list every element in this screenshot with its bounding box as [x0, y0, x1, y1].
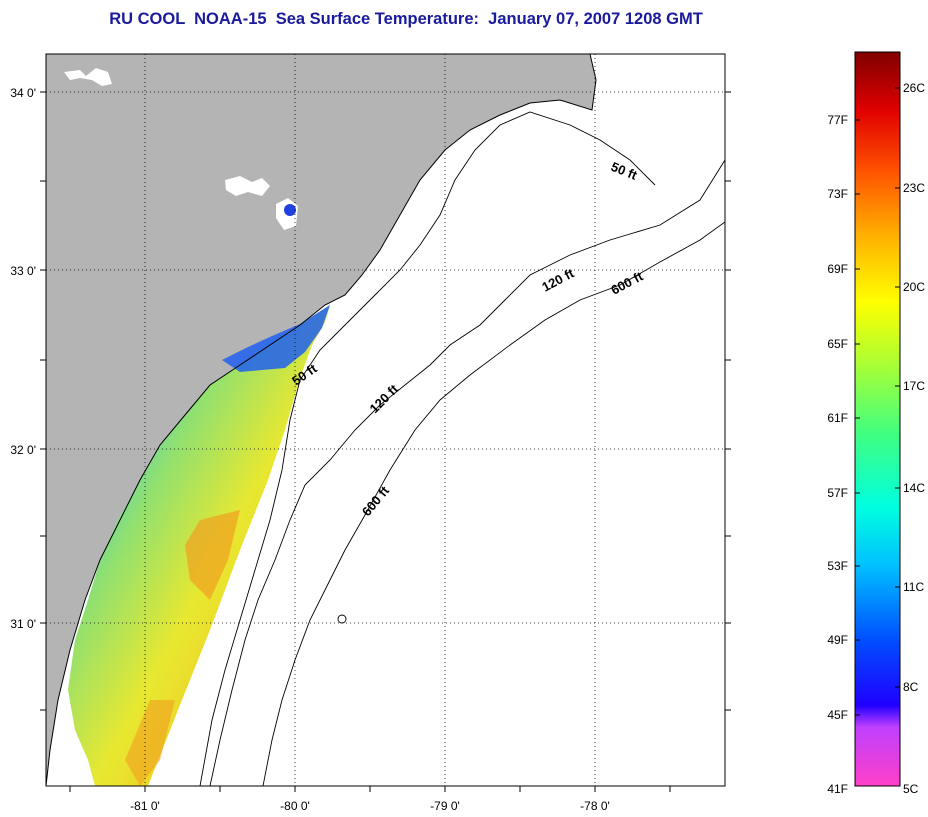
colorbar [855, 52, 900, 786]
colorbar-f-label: 69F [827, 262, 848, 276]
colorbar-f-label: 53F [827, 559, 848, 573]
lon-label: -78 0' [580, 799, 610, 813]
colorbar-f-label: 57F [827, 486, 848, 500]
lon-label: -81 0' [130, 799, 160, 813]
coastline [46, 54, 597, 786]
lon-label: -80 0' [280, 799, 310, 813]
colorbar-c-label: 17C [903, 379, 925, 393]
data-patch [284, 204, 296, 216]
page-title: RU COOL NOAA-15 Sea Surface Temperature:… [109, 10, 703, 28]
colorbar-c-label: 11C [903, 580, 924, 594]
colorbar-c-label: 8C [903, 680, 919, 694]
colorbar-f-label: 61F [827, 411, 848, 425]
colorbar-c-label: 20C [903, 280, 925, 294]
colorbar-f-label: 41F [827, 782, 848, 796]
inland-lake [225, 176, 270, 196]
colorbar-c-label: 23C [903, 181, 925, 195]
land [46, 54, 596, 786]
colorbar-f-scale: 77F 73F 69F 65F 61F 57F 53F 49F 45F 41F [827, 113, 848, 796]
colorbar-c-label: 14C [903, 481, 925, 495]
inland-lake [64, 68, 112, 86]
colorbar-c-scale: 26C 23C 20C 17C 14C 11C 8C 5C [903, 81, 925, 796]
colorbar-border [854, 51, 901, 787]
colorbar-c-label: 26C [903, 81, 925, 95]
sst-warm-patch [185, 510, 240, 600]
map-border [45, 53, 726, 787]
colorbar-f-label: 73F [827, 187, 848, 201]
isobath-50ft [199, 111, 656, 786]
colorbar-f-label: 65F [827, 337, 848, 351]
isobath-120ft [209, 159, 725, 786]
map-area [46, 54, 725, 786]
isobath-600ft [262, 221, 725, 786]
colorbar-f-label: 49F [827, 633, 848, 647]
colorbar-f-label: 77F [827, 113, 848, 127]
lat-label: 32 0' [10, 443, 36, 457]
sst-warm-patch [125, 700, 175, 786]
sst-cold-patch [222, 305, 330, 372]
lat-label: 34 0' [10, 86, 36, 100]
lat-label: 31 0' [10, 617, 36, 631]
lat-label: 33 0' [10, 264, 36, 278]
axis-ticks [40, 91, 731, 792]
colorbar-c-label: 5C [903, 782, 919, 796]
lon-label: -79 0' [430, 799, 460, 813]
colorbar-f-label: 45F [827, 708, 848, 722]
